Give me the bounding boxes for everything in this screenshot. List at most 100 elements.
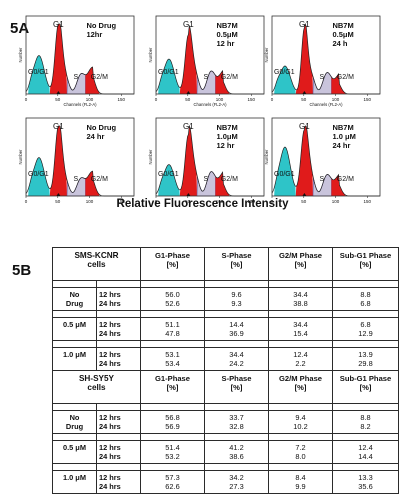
spacer-cell — [204, 403, 269, 411]
panel-title-line: 0.5μM — [216, 30, 237, 39]
panel-title-line: 24 hr — [86, 132, 104, 141]
g2m-peak-fill — [85, 67, 100, 94]
x-tick-label: 50 — [301, 199, 307, 204]
g0g1-peak-fill — [274, 66, 296, 94]
value-text: 32.8 — [229, 422, 244, 431]
x-tick-label: 0 — [271, 199, 274, 204]
spacer-cell — [140, 310, 205, 318]
small-y-axis-label: Number — [18, 149, 23, 164]
value-text: 8.4 — [295, 473, 306, 482]
spacer-cell — [140, 403, 205, 411]
time-text: 24 hrs — [99, 452, 121, 461]
value-text: 47.8 — [165, 329, 180, 338]
value-text: 38.6 — [229, 452, 244, 461]
condition-text: 0.5 μM — [62, 320, 86, 329]
spacer-cell — [140, 433, 205, 441]
value-text: 34.4 — [293, 290, 308, 299]
x-tick-label: 100 — [86, 199, 94, 204]
condition-text: No — [69, 290, 80, 299]
cell-line-text: SMS-KCNR — [74, 251, 119, 260]
g2m-label: G2/M — [221, 74, 238, 81]
value-text: 12.4 — [293, 350, 308, 359]
panel-title-line: 12 hr — [216, 39, 234, 48]
panel-frame — [271, 117, 381, 197]
value-cell-s: 33.7 32.8 — [204, 410, 269, 434]
value-text: 8.2 — [360, 422, 371, 431]
spacer-cell — [140, 280, 205, 288]
x-tick-label: 0 — [25, 199, 28, 204]
g0g1-label: G0/G1 — [28, 171, 49, 178]
column-header-g1: G1-Phase [%] — [140, 247, 205, 281]
g1-peak-fill — [179, 25, 198, 94]
value-cell-g2m: 34.4 15.4 — [268, 317, 333, 341]
condition-text: 1.0 μM — [62, 350, 86, 359]
value-text: 36.9 — [229, 329, 244, 338]
x-tick-label: 150 — [364, 97, 372, 102]
column-header-g2m: G2/M Phase [%] — [268, 370, 333, 404]
s-label: S — [204, 74, 209, 81]
time-cell: 12 hrs 24 hrs — [96, 410, 141, 434]
g2m-peak-fill — [85, 171, 100, 196]
g0g1-label: G0/G1 — [274, 171, 295, 178]
histogram-panel-1: 0 50 100 150 Channels (FL2-A) Number G1 G0/G1 S G… — [18, 15, 135, 107]
x-tick-label: 150 — [248, 97, 256, 102]
spacer-cell — [96, 310, 141, 318]
g1-label: G1 — [183, 122, 194, 131]
spacer-cell — [268, 310, 333, 318]
value-cell-s: 41.2 38.6 — [204, 440, 269, 464]
column-header-subg1: Sub-G1 Phase [%] — [332, 370, 399, 404]
value-text: 34.4 — [229, 350, 244, 359]
value-text: 9.4 — [295, 413, 306, 422]
small-x-axis-label: Channels (FL2-A) — [309, 102, 343, 107]
condition-cell: 0.5 μM — [52, 317, 97, 341]
panel-frame — [25, 15, 135, 95]
x-tick-label: 50 — [185, 97, 191, 102]
value-text: 12.4 — [358, 443, 373, 452]
g0g1-peak-fill — [28, 55, 50, 94]
time-text: 12 hrs — [99, 413, 121, 422]
table-row: 0.5 μM 12 hrs 24 hrs 51.1 47.8 14.4 36.9 34.4 15… — [52, 317, 399, 341]
column-header-s: S-Phase [%] — [204, 370, 269, 404]
cell-line-text: cells — [87, 383, 106, 392]
value-cell-g1: 53.1 53.4 — [140, 347, 205, 371]
column-header-text: G1-Phase — [154, 374, 191, 383]
value-text: 6.8 — [360, 320, 371, 329]
value-cell-g1: 56.8 56.9 — [140, 410, 205, 434]
spacer-row — [52, 310, 399, 318]
value-cell-g2m: 12.4 2.2 — [268, 347, 333, 371]
s-label: S — [320, 74, 325, 81]
value-text: 53.2 — [165, 452, 180, 461]
column-header-text: [%] — [230, 383, 243, 392]
spacer-cell — [96, 403, 141, 411]
g0g1-peak-fill — [158, 59, 180, 94]
value-cell-g2m: 34.4 38.8 — [268, 287, 333, 311]
panel-frame — [155, 117, 265, 197]
spacer-row — [52, 280, 399, 288]
value-text: 62.6 — [165, 482, 180, 491]
time-cell: 12 hrs 24 hrs — [96, 440, 141, 464]
spacer-row — [52, 403, 399, 411]
value-cell-subg1: 6.8 12.9 — [332, 317, 399, 341]
table-row: 0.5 μM 12 hrs 24 hrs 51.4 53.2 41.2 38.6 7.2 8.0… — [52, 440, 399, 464]
time-text: 12 hrs — [99, 443, 121, 452]
histogram-panels-svg: 0 50 100 150 Channels (FL2-A) Number G1 G0/G1 S G… — [18, 15, 381, 204]
g2m-label: G2/M — [91, 74, 108, 81]
condition-cell: No Drug — [52, 287, 97, 311]
panel-title-line: 24 hr — [332, 141, 350, 150]
x-tick-label: 100 — [216, 199, 224, 204]
value-text: 53.1 — [165, 350, 180, 359]
spacer-cell — [52, 310, 97, 318]
value-cell-s: 34.4 24.2 — [204, 347, 269, 371]
g1-label: G1 — [299, 20, 310, 29]
column-header-text: [%] — [294, 383, 307, 392]
figure-label-5b: 5B — [12, 262, 32, 279]
spacer-cell — [204, 463, 269, 471]
spacer-cell — [268, 280, 333, 288]
value-text: 56.8 — [165, 413, 180, 422]
spacer-cell — [52, 403, 97, 411]
g1-marker-icon — [56, 193, 61, 196]
time-cell: 12 hrs 24 hrs — [96, 317, 141, 341]
panel-title-line: 1.0 μM — [332, 132, 355, 141]
g0g1-label: G0/G1 — [158, 171, 179, 178]
